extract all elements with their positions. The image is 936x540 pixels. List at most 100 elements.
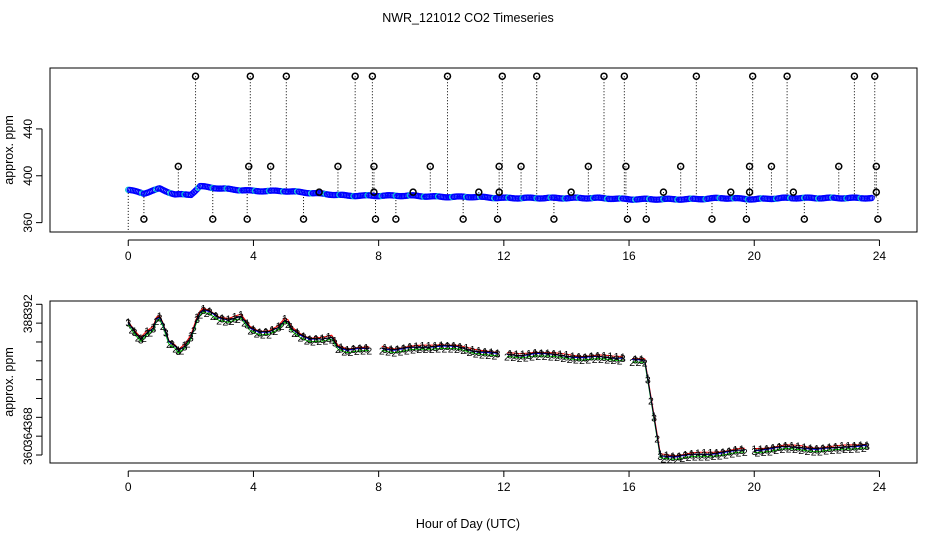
series-glyph-3: 3: [395, 345, 401, 357]
series-glyph-2: 2: [235, 314, 241, 326]
series-glyph-3: 3: [169, 339, 175, 351]
series-glyph-2: 2: [817, 446, 823, 458]
series-glyph-3: 3: [864, 441, 870, 453]
series-glyph-2: 2: [135, 333, 141, 345]
series-line-0: [506, 352, 623, 359]
spike-marker: [727, 188, 735, 196]
series-glyph-1: 1: [144, 326, 150, 338]
series-glyph-1: 1: [833, 441, 839, 453]
series-glyph-2: 2: [266, 329, 272, 341]
series-line-2: [127, 311, 370, 354]
series-glyph-2: 2: [729, 448, 735, 460]
spike-marker: [371, 215, 380, 223]
series-glyph-3: 3: [495, 348, 501, 360]
series-glyph-2: 2: [523, 352, 529, 364]
series-glyph-3: 3: [182, 341, 188, 353]
series-glyph-2: 2: [535, 351, 541, 363]
series-glyph-3: 3: [776, 442, 782, 454]
series-glyph-2: 2: [241, 317, 247, 329]
series-glyph-2: 2: [792, 444, 798, 456]
series-glyph-2: 2: [679, 453, 685, 465]
x-tick-label: 8: [375, 249, 382, 263]
series-line-0: [127, 308, 370, 352]
series-glyph-2: 2: [604, 354, 610, 366]
series-glyph-3: 3: [783, 441, 789, 453]
series-glyph-2: 2: [761, 447, 767, 459]
spike-marker: [748, 72, 757, 80]
series-glyph-2: 2: [585, 354, 591, 366]
series-glyph-3: 3: [770, 443, 776, 455]
spike-marker: [767, 162, 776, 171]
series-glyph-3: 3: [382, 344, 388, 356]
series-glyph-1: 1: [789, 440, 795, 452]
series-glyph-2: 2: [592, 354, 598, 366]
series-glyph-3: 3: [858, 441, 864, 453]
series-glyph-3: 3: [163, 328, 169, 340]
spike-marker: [392, 215, 400, 223]
series-glyph-3: 3: [313, 334, 319, 346]
series-glyph-2: 2: [492, 350, 498, 362]
series-glyph-2: 2: [229, 316, 235, 328]
series-glyph-3: 3: [676, 451, 682, 463]
x-tick-label: 16: [622, 249, 636, 263]
spike-marker: [708, 215, 716, 223]
series-glyph-3: 3: [526, 350, 532, 362]
series-glyph-2: 2: [423, 344, 429, 356]
series-glyph-2: 2: [166, 339, 172, 351]
series-glyph-2: 2: [379, 345, 385, 357]
series-glyph-3: 3: [551, 349, 557, 361]
series-glyph-2: 2: [128, 324, 134, 336]
series-glyph-2: 2: [360, 346, 366, 358]
series-glyph-3: 3: [144, 328, 150, 340]
top-panel: 0 4 8 12 16 20 24 360 400 440 approx. ppm: [2, 67, 918, 263]
series-glyph-3: 3: [564, 351, 570, 363]
series-glyph-3: 3: [150, 323, 156, 335]
spike-marker: [243, 215, 251, 223]
series-glyph-2: 2: [416, 344, 422, 356]
series-glyph-2: 2: [692, 451, 698, 463]
series-glyph-3: 3: [269, 325, 275, 337]
series-glyph-2: 2: [698, 451, 704, 463]
series-glyph-3: 3: [319, 334, 325, 346]
series-glyph-2: 2: [504, 351, 510, 363]
series-glyph-2: 2: [529, 351, 535, 363]
spike-marker: [800, 215, 809, 223]
plot-frame: [49, 300, 918, 464]
series-glyph-2: 2: [610, 355, 616, 367]
series-glyph-3: 3: [789, 442, 795, 454]
series-glyph-1: 1: [845, 440, 851, 452]
series-glyph-2: 2: [542, 351, 548, 363]
series-glyph-1: 1: [751, 444, 757, 456]
series-glyph-1: 1: [463, 342, 469, 354]
series-glyph-3: 3: [225, 315, 231, 327]
series-glyph-2: 2: [661, 453, 667, 465]
y-tick-label: 440: [21, 119, 35, 139]
x-axis-label: Hour of Day (UTC): [416, 517, 520, 531]
series-glyph-3: 3: [758, 445, 764, 457]
spike-marker: [409, 188, 417, 196]
spike-marker: [870, 72, 879, 80]
series-glyph-2: 2: [279, 321, 285, 333]
series-glyph-3: 3: [689, 449, 695, 461]
spike-marker: [742, 215, 751, 223]
series-glyph-2: 2: [711, 451, 717, 463]
series-glyph-2: 2: [341, 347, 347, 359]
spike-marker: [642, 215, 651, 223]
series-glyph-2: 2: [260, 330, 266, 342]
series-glyph-3: 3: [482, 348, 488, 360]
series-glyph-2: 2: [210, 311, 216, 323]
spike-marker: [351, 72, 359, 80]
series-glyph-1: 1: [232, 311, 238, 323]
series-glyph-3: 3: [301, 332, 307, 344]
series-glyph-3: 3: [726, 446, 732, 458]
series-glyph-2: 2: [291, 328, 297, 340]
series-glyph-3: 3: [751, 446, 757, 458]
series-glyph-1: 1: [601, 350, 607, 362]
series-glyph-3: 3: [595, 351, 601, 363]
series-glyph-2: 2: [391, 348, 397, 360]
series-glyph-2: 2: [717, 451, 723, 463]
series-glyph-2: 2: [153, 316, 159, 328]
x-tick-label: 0: [125, 480, 132, 494]
x-tick-label: 12: [497, 480, 511, 494]
series-glyph-1: 1: [282, 313, 288, 325]
